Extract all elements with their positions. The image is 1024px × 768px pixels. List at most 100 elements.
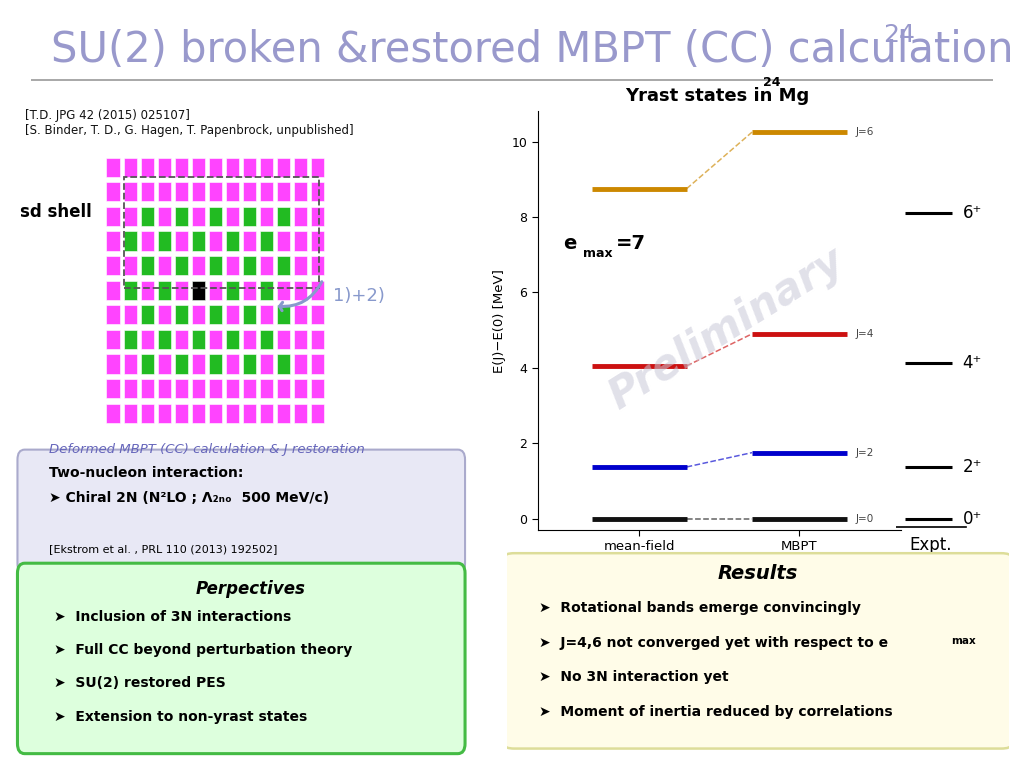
Bar (225, 355, 239, 374)
Text: Deformed MBPT (CC) calculation & J restoration: Deformed MBPT (CC) calculation & J resto… (49, 443, 365, 456)
Bar (191, 280, 205, 300)
Bar (225, 305, 239, 325)
Text: J=6: J=6 (856, 127, 874, 137)
Text: 0⁺: 0⁺ (963, 510, 982, 528)
Bar (124, 280, 137, 300)
Bar (124, 256, 137, 275)
Text: 1)+2): 1)+2) (333, 287, 385, 305)
Bar (106, 329, 120, 349)
Bar (191, 404, 205, 423)
Bar (276, 355, 290, 374)
Bar (311, 379, 324, 399)
Bar (106, 207, 120, 226)
Bar (140, 404, 154, 423)
Bar (175, 379, 187, 399)
Bar (260, 379, 273, 399)
Bar (311, 305, 324, 325)
Bar (124, 157, 137, 177)
Text: Expt.: Expt. (909, 536, 951, 554)
Bar (106, 157, 120, 177)
Bar (175, 207, 187, 226)
Bar (191, 256, 205, 275)
Text: ➤  Extension to non-yrast states: ➤ Extension to non-yrast states (53, 710, 307, 724)
Bar (243, 280, 256, 300)
Bar (225, 157, 239, 177)
Bar (106, 182, 120, 201)
Bar (225, 256, 239, 275)
Bar (140, 207, 154, 226)
Bar (191, 329, 205, 349)
Bar (225, 207, 239, 226)
Bar (225, 404, 239, 423)
Text: 24: 24 (883, 22, 914, 47)
Bar (175, 280, 187, 300)
Bar (294, 207, 307, 226)
Bar (225, 280, 239, 300)
Bar (260, 256, 273, 275)
Bar (191, 379, 205, 399)
Bar (140, 280, 154, 300)
FancyBboxPatch shape (505, 553, 1011, 749)
Bar (158, 182, 171, 201)
Text: sd shell: sd shell (19, 204, 91, 221)
Bar (243, 231, 256, 250)
Bar (158, 404, 171, 423)
Bar (225, 182, 239, 201)
Bar (276, 280, 290, 300)
Bar (175, 182, 187, 201)
Bar (276, 207, 290, 226)
Bar (191, 182, 205, 201)
Bar (294, 404, 307, 423)
Bar (311, 404, 324, 423)
Bar (294, 305, 307, 325)
Bar (243, 305, 256, 325)
Bar (260, 404, 273, 423)
Bar (276, 157, 290, 177)
Bar (140, 157, 154, 177)
Bar (260, 355, 273, 374)
Text: J=4: J=4 (856, 329, 874, 339)
Bar (260, 182, 273, 201)
Bar (106, 305, 120, 325)
Bar (209, 207, 222, 226)
Bar (311, 329, 324, 349)
Bar (124, 177, 319, 287)
Bar (276, 231, 290, 250)
Bar (243, 379, 256, 399)
Bar (124, 231, 137, 250)
Bar (140, 329, 154, 349)
Bar (243, 157, 256, 177)
Text: ➤  Inclusion of 3N interactions: ➤ Inclusion of 3N interactions (53, 610, 291, 624)
Bar (294, 379, 307, 399)
Bar (209, 355, 222, 374)
Bar (158, 231, 171, 250)
Bar (209, 329, 222, 349)
Bar (175, 355, 187, 374)
Bar (158, 207, 171, 226)
Bar (311, 207, 324, 226)
Text: =7: =7 (615, 233, 646, 253)
Bar (106, 231, 120, 250)
Text: J=2: J=2 (856, 448, 874, 458)
Bar (124, 182, 137, 201)
Bar (124, 355, 137, 374)
Bar (311, 355, 324, 374)
Bar (311, 182, 324, 201)
Bar (276, 305, 290, 325)
Bar (124, 305, 137, 325)
Bar (175, 231, 187, 250)
Bar (225, 329, 239, 349)
Bar (175, 329, 187, 349)
Bar (311, 280, 324, 300)
Text: ➤  SU(2) restored PES: ➤ SU(2) restored PES (53, 677, 225, 690)
Text: ➤  Rotational bands emerge convincingly: ➤ Rotational bands emerge convincingly (540, 601, 861, 615)
Bar (225, 379, 239, 399)
Bar (294, 182, 307, 201)
Bar (243, 404, 256, 423)
Text: max: max (583, 247, 612, 260)
Text: SU(2) broken &restored MBPT (CC) calculation of Mg: SU(2) broken &restored MBPT (CC) calcula… (51, 29, 1024, 71)
Bar (106, 404, 120, 423)
Text: Results: Results (718, 564, 798, 583)
Bar (191, 157, 205, 177)
Text: e: e (563, 233, 577, 253)
